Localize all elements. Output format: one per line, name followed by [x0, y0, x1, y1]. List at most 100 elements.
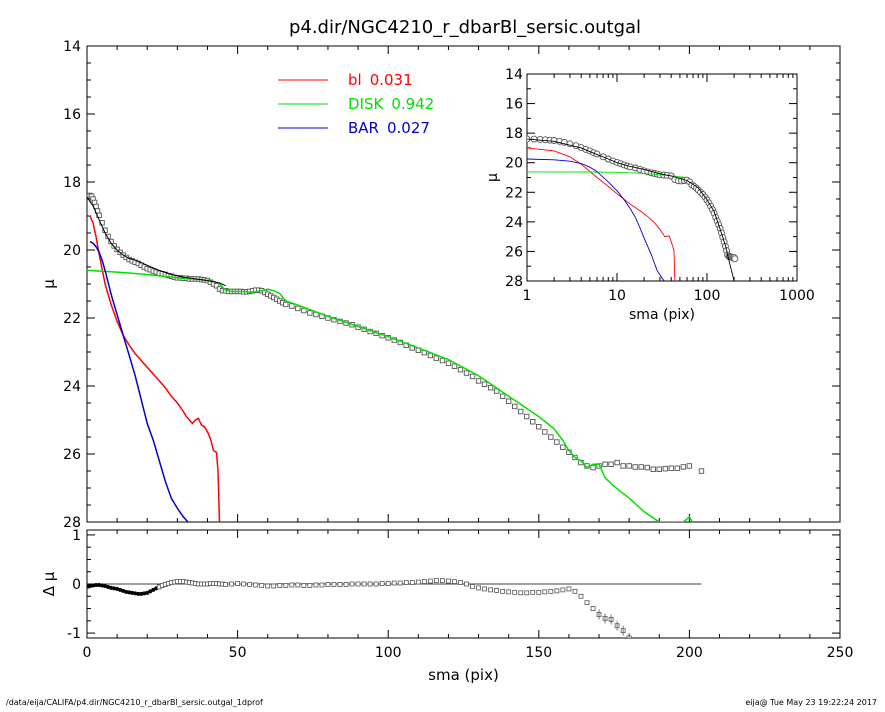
residual-data-point	[88, 583, 93, 588]
residual-data-point	[295, 582, 301, 588]
inset-data-point	[550, 137, 558, 144]
residual-data-point	[142, 591, 147, 596]
main-data-point	[283, 301, 289, 308]
residual-x-tick-label: 150	[525, 645, 552, 661]
residual-data-point	[127, 590, 132, 595]
residual-data-point	[325, 582, 331, 587]
main-data-point	[608, 461, 614, 467]
residual-data-point	[542, 589, 548, 595]
legend-bl-label: bl 0.031	[348, 71, 413, 89]
main-data-point	[524, 413, 530, 420]
residual-data-point	[112, 586, 117, 591]
main-data-point	[512, 403, 518, 410]
residual-x-tick-label: 200	[676, 645, 703, 661]
residual-data-point	[548, 588, 554, 594]
main-data-point	[632, 464, 638, 470]
residual-data-point	[265, 583, 271, 589]
residual-data-point	[403, 580, 409, 585]
main-data-point	[499, 393, 506, 399]
inset-series-bar-line	[527, 158, 665, 281]
main-data-point	[602, 461, 608, 467]
main-data-point	[554, 439, 560, 445]
main-data-point	[542, 429, 548, 435]
residual-data-point	[584, 600, 590, 606]
main-y-tick-label: 14	[63, 39, 81, 55]
residual-data-point	[118, 587, 123, 592]
residual-data-point	[223, 582, 228, 587]
residual-data-point	[277, 583, 283, 588]
residual-data-point	[97, 582, 102, 587]
main-data-point	[680, 464, 687, 470]
main-series-bl-line	[89, 215, 221, 522]
main-data-point	[674, 465, 681, 471]
residual-y-tick-label: 0	[72, 577, 81, 593]
residual-data-point	[124, 589, 129, 594]
main-data-point	[505, 398, 512, 404]
legend-series-name: bl	[348, 71, 362, 89]
residual-data-point	[271, 583, 277, 589]
residual-data-point	[464, 581, 469, 587]
main-data-point	[626, 463, 632, 469]
main-series-bar-line	[89, 240, 189, 522]
main-data-point	[590, 464, 596, 471]
residual-data-point	[373, 581, 379, 587]
legend-series-name: DISK	[348, 95, 384, 113]
main-data-point	[433, 355, 440, 361]
main-data-point	[301, 307, 307, 314]
residual-data-point	[415, 579, 421, 585]
residual-x-tick-label: 0	[83, 645, 92, 661]
main-data-point	[451, 363, 458, 369]
residual-data-point	[512, 589, 518, 595]
residual-data-point	[331, 582, 337, 587]
residual-data-point	[151, 587, 156, 592]
residual-data-point	[100, 583, 105, 588]
residual-data-point	[409, 580, 415, 585]
residual-data-point	[458, 580, 463, 585]
legend-series-value: 0.031	[370, 71, 413, 89]
inset-x-tick-label: 100	[694, 288, 721, 304]
residual-data-point	[397, 580, 403, 586]
residual-y-tick-label: -1	[67, 626, 81, 642]
residual-data-point	[494, 587, 500, 593]
residual-data-point	[433, 578, 439, 583]
main-series-disk-line	[87, 269, 694, 522]
main-data-point	[560, 444, 566, 450]
residual-points-group	[87, 578, 632, 638]
residual-data-point	[536, 589, 542, 595]
inset-y-tick-label: 24	[505, 215, 523, 231]
residual-data-point	[379, 581, 385, 586]
residual-data-point	[427, 578, 433, 584]
residual-data-point	[482, 586, 487, 592]
main-data-point	[481, 381, 488, 387]
main-data-point	[289, 303, 295, 309]
inset-data-point	[731, 255, 739, 263]
residual-data-point	[106, 584, 111, 589]
residual-data-point	[488, 587, 494, 593]
residual-data-point	[247, 582, 253, 587]
legend-series-name: BAR	[348, 119, 379, 137]
residual-data-point	[259, 583, 265, 588]
chart-title: p4.dir/NGC4210_r_dbarBl_sersic.outgal	[289, 17, 641, 38]
main-data-point	[213, 283, 220, 289]
main-data-point	[650, 466, 656, 472]
residual-data-point	[229, 581, 234, 587]
residual-data-point	[139, 591, 144, 596]
main-y-tick-label: 18	[63, 175, 81, 191]
residual-data-point	[136, 591, 141, 596]
main-data-point	[469, 373, 476, 380]
residual-data-point	[283, 583, 289, 588]
residual-data-point	[109, 585, 114, 590]
main-data-point	[620, 463, 626, 469]
main-data-point	[656, 466, 662, 472]
main-data-point	[662, 465, 669, 472]
main-data-point	[686, 463, 693, 469]
residual-x-tick-label: 50	[229, 645, 247, 661]
inset-x-tick-label: 1	[523, 288, 532, 304]
residual-y-tick-label: 1	[72, 528, 81, 544]
residual-data-point	[421, 579, 427, 584]
residual-data-point	[518, 590, 524, 596]
residual-data-point	[115, 586, 120, 591]
main-data-point	[445, 360, 452, 366]
